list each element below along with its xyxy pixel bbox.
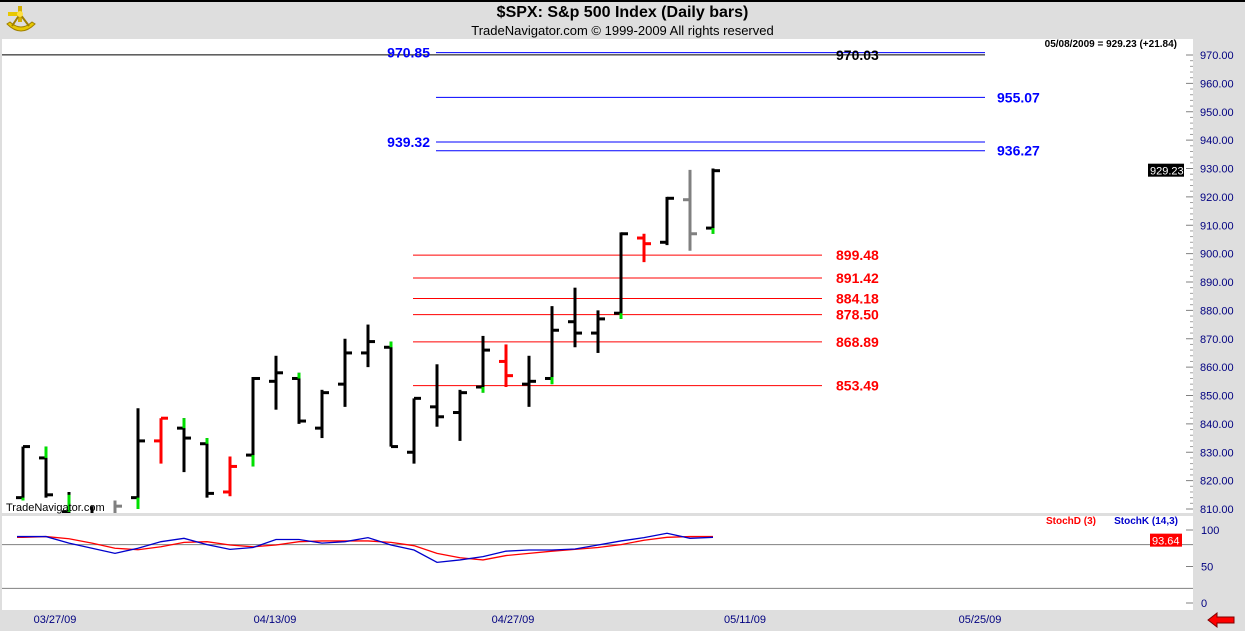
x-tick-label: 05/11/09: [724, 614, 766, 626]
level-label: 970.03: [836, 47, 879, 63]
stochk-line: [17, 532, 714, 564]
price-bar[interactable]: [683, 169, 697, 251]
sextant-logo-icon[interactable]: [4, 4, 38, 36]
level-label: 939.32: [387, 134, 430, 150]
price-bar[interactable]: [522, 355, 536, 407]
price-bar[interactable]: [177, 418, 191, 473]
y-tick-label: 950.00: [1200, 107, 1234, 119]
price-bar[interactable]: [39, 446, 53, 498]
x-tick-label: 03/27/09: [34, 614, 77, 626]
price-bar[interactable]: [292, 372, 306, 424]
level-label: 899.48: [836, 247, 879, 263]
x-tick-label: 05/25/09: [959, 614, 1002, 626]
stoch-y-label: 0: [1201, 598, 1207, 610]
price-bar[interactable]: [614, 232, 628, 319]
price-bar[interactable]: [246, 376, 260, 467]
price-bar[interactable]: [660, 196, 674, 246]
y-tick-label: 810.00: [1200, 504, 1234, 516]
price-bar[interactable]: [338, 338, 352, 407]
y-tick-label: 930.00: [1200, 164, 1234, 176]
y-tick-label: 880.00: [1200, 305, 1234, 317]
price-bar[interactable]: [62, 491, 76, 594]
price-bar[interactable]: [591, 310, 605, 353]
price-bar[interactable]: [361, 324, 375, 368]
price-bar[interactable]: [131, 408, 145, 509]
y-tick-label: 850.00: [1200, 391, 1234, 403]
last-price-label: 929.23: [1150, 166, 1184, 178]
stoch-y-label: 50: [1201, 562, 1213, 574]
window-top-border: [0, 0, 1245, 2]
chart-title: $SPX: S&p 500 Index (Daily bars): [496, 4, 749, 21]
price-bar[interactable]: [384, 341, 398, 449]
status-readout: 05/08/2009 = 929.23 (+21.84): [1045, 39, 1177, 50]
y-tick-label: 960.00: [1200, 78, 1234, 90]
legend-stochd: StochD (3): [1046, 516, 1096, 527]
price-bar[interactable]: [16, 445, 30, 501]
y-tick-label: 820.00: [1200, 476, 1234, 488]
price-bar[interactable]: [545, 306, 559, 385]
scroll-left-arrow-icon[interactable]: [1207, 611, 1235, 629]
price-bar[interactable]: [315, 389, 329, 439]
level-label: 891.42: [836, 270, 879, 286]
chart-copyright: TradeNavigator.com © 1999-2009 All right…: [471, 23, 774, 38]
y-tick-label: 860.00: [1200, 362, 1234, 374]
stochastic-panel[interactable]: [2, 516, 1193, 610]
stochd-line: [17, 535, 713, 561]
price-bar[interactable]: [200, 438, 214, 498]
level-label: 936.27: [997, 143, 1040, 159]
price-bar[interactable]: [568, 287, 582, 348]
y-tick-label: 920.00: [1200, 192, 1234, 204]
price-bar[interactable]: [706, 168, 720, 234]
price-bar[interactable]: [499, 344, 513, 387]
y-tick-label: 970.00: [1200, 50, 1234, 62]
y-tick-label: 870.00: [1200, 334, 1234, 346]
price-bar[interactable]: [108, 500, 122, 565]
price-bar[interactable]: [453, 389, 467, 441]
stoch-last-label: 93.64: [1152, 536, 1180, 548]
y-tick-label: 840.00: [1200, 419, 1234, 431]
price-bar[interactable]: [476, 335, 490, 393]
price-bar[interactable]: [154, 416, 168, 464]
level-label: 868.89: [836, 334, 879, 350]
watermark-text: TradeNavigator.com: [6, 502, 105, 514]
last-price-box: [1148, 163, 1184, 177]
price-bar[interactable]: [269, 355, 283, 410]
level-label: 853.49: [836, 378, 879, 394]
legend-stochk: StochK (14,3): [1114, 516, 1178, 527]
stoch-y-label: 100: [1201, 525, 1219, 537]
price-bar[interactable]: [637, 233, 651, 263]
y-tick-label: 910.00: [1200, 220, 1234, 232]
level-label: 884.18: [836, 291, 879, 307]
level-label: 955.07: [997, 89, 1040, 105]
price-bar[interactable]: [407, 396, 421, 464]
x-tick-label: 04/13/09: [254, 614, 297, 626]
level-label: 878.50: [836, 307, 879, 323]
y-tick-label: 900.00: [1200, 249, 1234, 261]
price-bar[interactable]: [223, 456, 237, 497]
price-bar[interactable]: [430, 364, 444, 427]
price-panel[interactable]: [2, 39, 1193, 513]
stoch-last-box: [1150, 533, 1182, 547]
x-tick-label: 04/27/09: [492, 614, 535, 626]
y-tick-label: 890.00: [1200, 277, 1234, 289]
level-label: 970.85: [387, 45, 430, 61]
y-tick-label: 940.00: [1200, 135, 1234, 147]
y-tick-label: 830.00: [1200, 447, 1234, 459]
